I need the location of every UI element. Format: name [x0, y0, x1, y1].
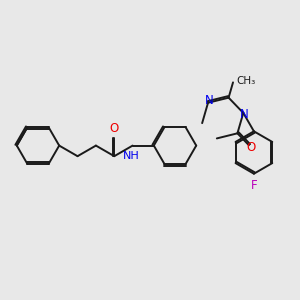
- Text: CH₃: CH₃: [237, 76, 256, 86]
- Text: O: O: [247, 141, 256, 154]
- Text: NH: NH: [122, 151, 139, 161]
- Text: F: F: [250, 179, 257, 192]
- Text: N: N: [240, 108, 249, 121]
- Text: N: N: [205, 94, 214, 107]
- Text: O: O: [110, 122, 119, 135]
